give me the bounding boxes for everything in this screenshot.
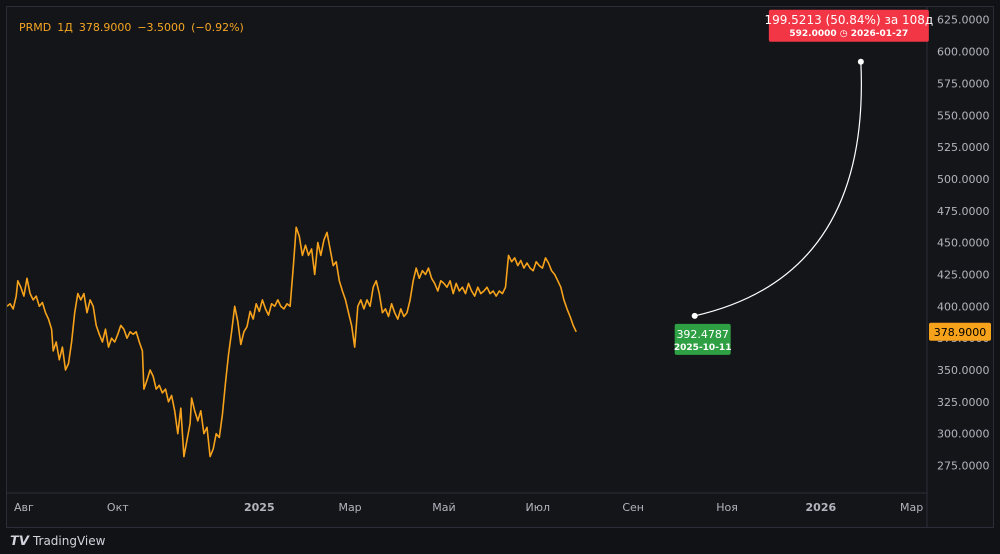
x-tick-label: Июл — [526, 501, 551, 514]
price-line — [7, 226, 577, 458]
x-tick-label: Мар — [900, 501, 923, 514]
x-tick-label: Мар — [338, 501, 361, 514]
legend-interval: 1Д — [57, 21, 73, 34]
legend-change-pct: (−0.92%) — [191, 21, 244, 34]
price-badge-box — [929, 322, 991, 341]
x-tick-label: 2026 — [806, 501, 837, 514]
x-tick-label: 2025 — [244, 501, 275, 514]
y-tick-label: 550.0000 — [937, 109, 990, 122]
legend-last: 378.9000 — [78, 21, 132, 34]
projection-labels: 392.4787 2025-10-11 199.5213 (50.84%) за 1… — [674, 9, 933, 355]
brand-name: TradingView — [32, 533, 106, 548]
tradingview-logo[interactable]: 𝙏𝙑 TradingView — [10, 534, 105, 549]
symbol-legend: PRMD 1Д 378.9000 −3.5000 (−0.92%) — [19, 21, 250, 34]
legend-change: −3.5000 — [137, 21, 186, 34]
x-tick-label: Ноя — [716, 501, 738, 514]
projection-end-dot — [857, 58, 864, 65]
series-layer — [7, 226, 577, 458]
price-chart[interactable]: 275.0000300.0000325.0000350.0000375.0000… — [7, 7, 993, 527]
y-axis: 275.0000300.0000325.0000350.0000375.0000… — [926, 7, 991, 527]
start-value-label: 392.4787 — [676, 328, 729, 341]
y-tick-label: 525.0000 — [937, 141, 990, 154]
target-label-box — [768, 9, 929, 42]
tradingview-logo-icon: 𝙏𝙑 — [10, 533, 29, 549]
target-headline: 199.5213 (50.84%) за 108д — [764, 13, 933, 27]
start-date-label: 2025-10-11 — [674, 343, 732, 353]
x-tick-label: Авг — [14, 501, 34, 514]
legend-symbol[interactable]: PRMD — [19, 21, 52, 34]
projection-start-dot — [691, 312, 698, 319]
projection-layer — [691, 58, 864, 319]
footer-brand[interactable]: 𝙏𝙑 TradingView — [10, 531, 105, 551]
y-tick-label: 500.0000 — [937, 173, 990, 186]
x-axis: Авг Окт 2025 Мар Май Июл Сен Ноя 2026 Мар — [7, 492, 927, 514]
y-tick-label: 450.0000 — [937, 237, 990, 250]
y-tick-label: 325.0000 — [937, 396, 990, 409]
x-tick-label: Сен — [622, 501, 644, 514]
x-tick-label: Май — [432, 501, 455, 514]
start-label-box — [674, 323, 731, 355]
chart-panel[interactable]: 275.0000300.0000325.0000350.0000375.0000… — [6, 6, 994, 528]
y-tick-label: 275.0000 — [937, 460, 990, 473]
x-tick-label: Окт — [107, 501, 129, 514]
y-tick-label: 350.0000 — [937, 364, 990, 377]
y-tick-label: 300.0000 — [937, 428, 990, 441]
y-tick-label: 425.0000 — [937, 268, 990, 281]
y-tick-label: 625.0000 — [937, 14, 990, 27]
y-tick-label: 600.0000 — [937, 46, 990, 59]
y-tick-label: 475.0000 — [937, 205, 990, 218]
target-subline: 592.0000 ◷ 2026-01-27 — [789, 29, 908, 39]
projection-curve — [694, 61, 862, 317]
y-tick-label: 575.0000 — [937, 77, 990, 90]
y-tick-label: 400.0000 — [937, 300, 990, 313]
price-badge-label: 378.9000 — [934, 326, 987, 339]
